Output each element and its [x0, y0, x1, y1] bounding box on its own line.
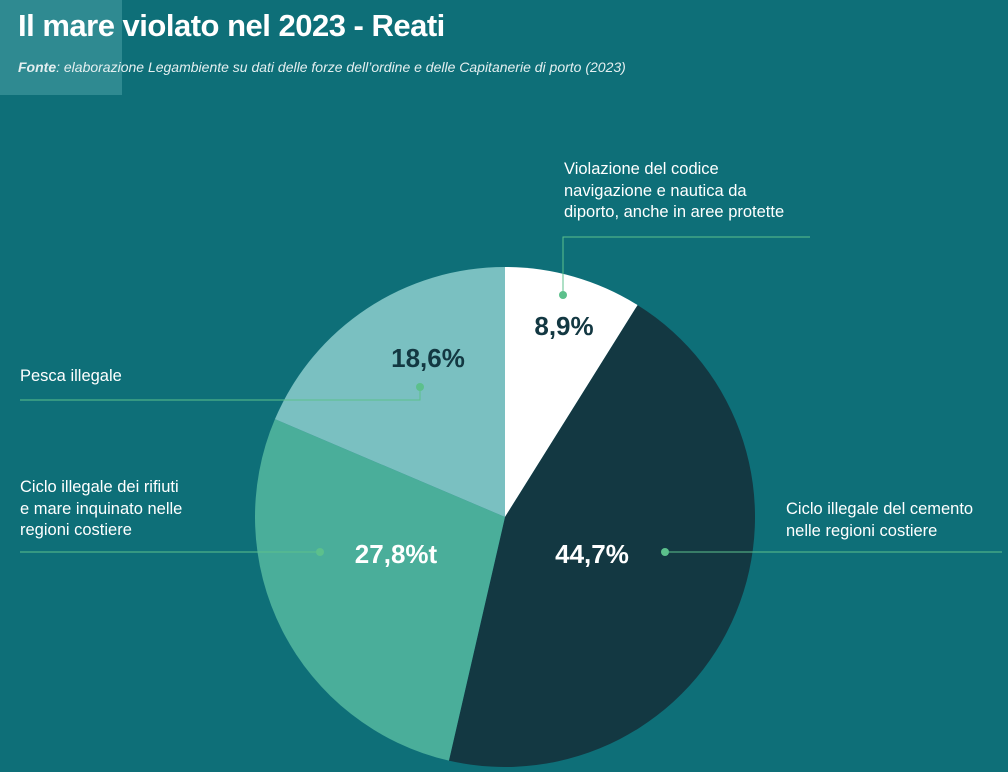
slice-value-label-pesca: 18,6%: [391, 343, 465, 373]
category-label-rifiuti: Ciclo illegale dei rifiuti e mare inquin…: [20, 478, 183, 539]
pie-slice-navigazione: [505, 267, 638, 517]
chart-source: Fonte: elaborazione Legambiente su dati …: [18, 59, 626, 75]
category-label-navigazione: Violazione del codice navigazione e naut…: [564, 160, 785, 221]
chart-title: Il mare violato nel 2023 - Reati: [18, 8, 445, 43]
category-label-pesca: Pesca illegale: [20, 367, 122, 385]
slice-value-label-navigazione: 8,9%: [534, 311, 593, 341]
leader-lines: [20, 236, 1002, 556]
leader-dot-pesca: [416, 383, 424, 391]
leader-line-navigazione: [562, 236, 810, 295]
leader-dot-rifiuti: [316, 548, 324, 556]
category-label-cemento: Ciclo illegale del cemento nelle regioni…: [786, 500, 974, 540]
pie-slices: [254, 267, 756, 767]
pie-slice-pesca: [274, 267, 505, 517]
header-accent-block: [0, 0, 122, 95]
pie-slice-cemento: [448, 305, 756, 767]
leader-dot-cemento: [661, 548, 669, 556]
pie-slice-rifiuti: [254, 419, 505, 761]
leader-dot-navigazione: [559, 291, 567, 299]
source-text: : elaborazione Legambiente su dati delle…: [56, 59, 626, 75]
slice-value-label-rifiuti: 27,8%t: [355, 539, 438, 569]
source-prefix: Fonte: [18, 59, 57, 75]
leader-line-pesca: [20, 387, 421, 401]
slice-value-label-cemento: 44,7%: [555, 539, 629, 569]
slice-value-labels: 8,9% 44,7% 27,8%t 18,6%: [355, 311, 629, 569]
